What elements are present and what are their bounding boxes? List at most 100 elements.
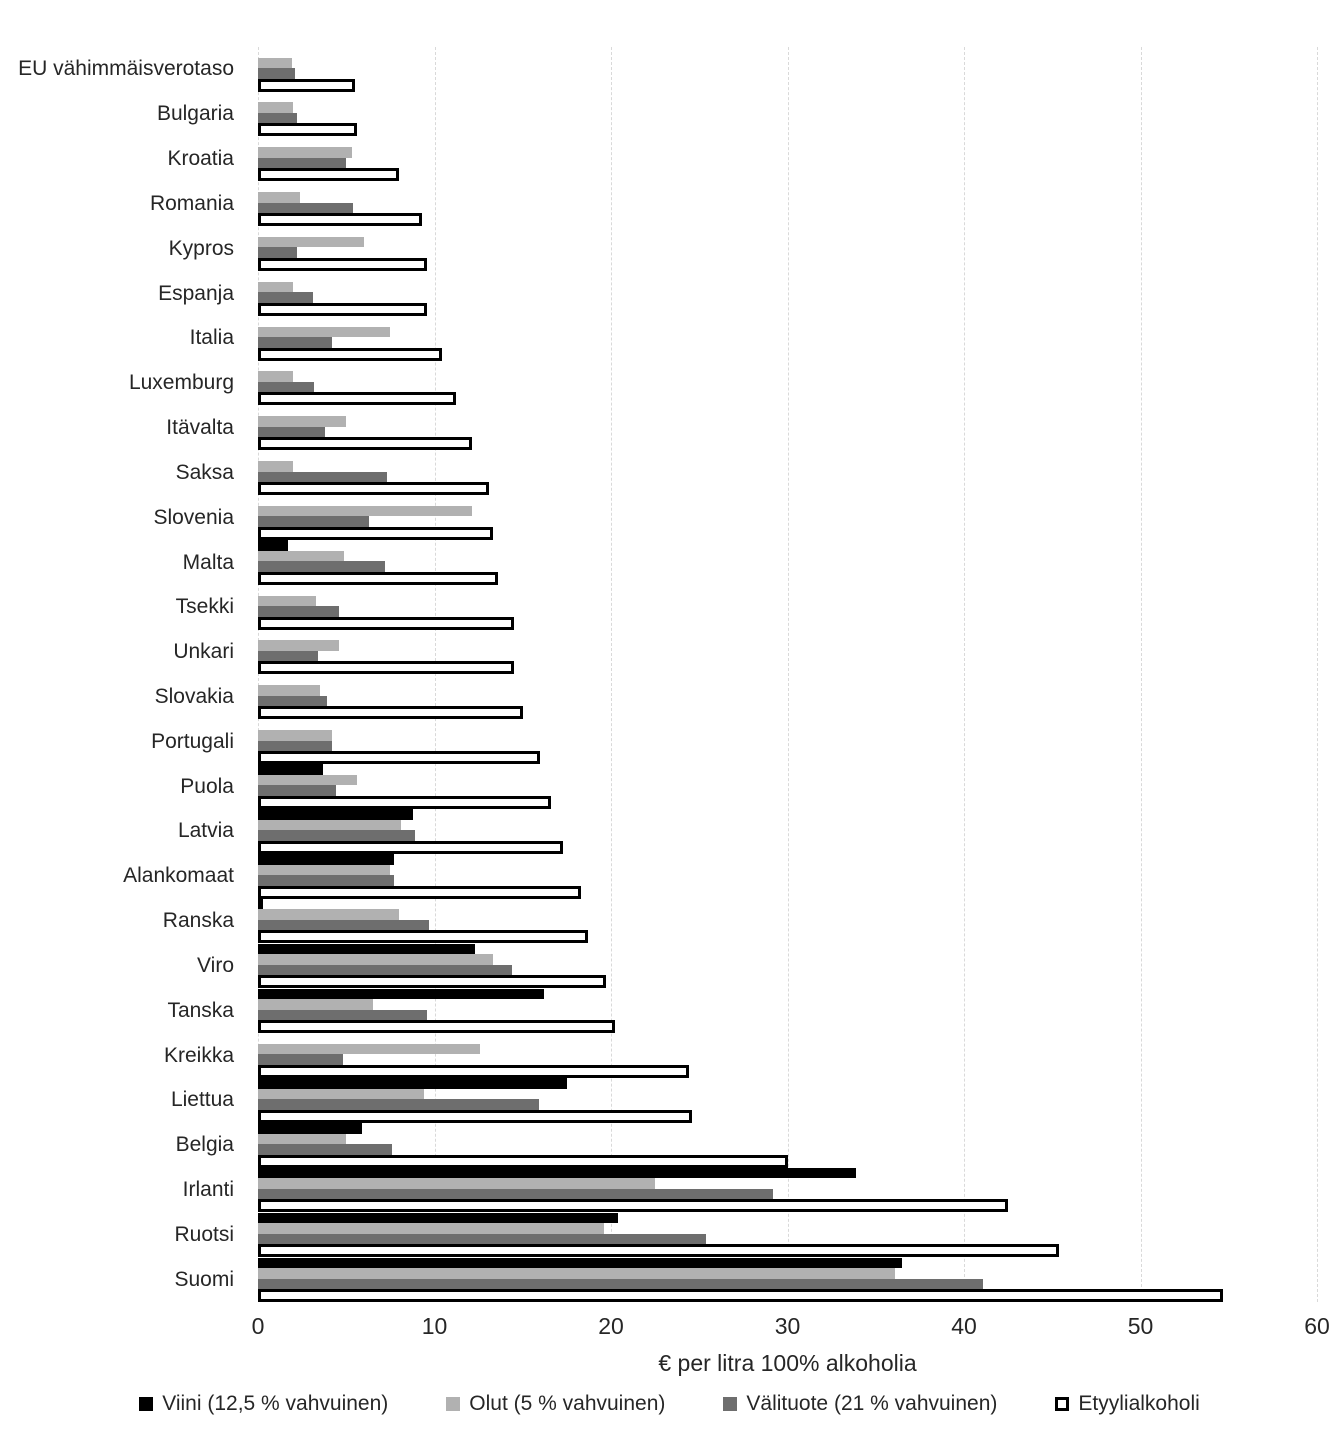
bar-group	[258, 1167, 1317, 1213]
bar	[258, 854, 394, 865]
legend-swatch	[1055, 1397, 1070, 1411]
legend-item: Olut (5 % vahvuinen)	[446, 1392, 665, 1416]
legend-label: Viini (12,5 % vahvuinen)	[162, 1392, 389, 1415]
x-tick-label: 60	[1304, 1313, 1330, 1339]
bar-group	[258, 495, 1317, 540]
legend-label: Etyylialkoholi	[1078, 1392, 1200, 1415]
bar	[258, 1167, 857, 1179]
bar	[258, 326, 391, 338]
bar	[258, 437, 472, 451]
bar-group	[258, 540, 1317, 585]
bar-group	[258, 1078, 1317, 1123]
bar	[258, 292, 313, 303]
bar	[258, 640, 340, 651]
bar	[258, 1064, 689, 1078]
category-label: Ranska	[162, 909, 234, 933]
legend-item: Etyylialkoholi	[1055, 1392, 1200, 1416]
bar	[258, 1144, 393, 1155]
bar	[258, 685, 320, 696]
bar	[258, 595, 317, 607]
bar	[258, 482, 490, 496]
bar	[258, 875, 394, 886]
bar	[258, 112, 297, 124]
gridline-0	[258, 47, 259, 1302]
category-label: Liettua	[170, 1088, 234, 1112]
bar	[258, 1123, 363, 1134]
bar	[258, 650, 318, 662]
gridline-50	[1140, 47, 1142, 1302]
bar	[258, 571, 499, 585]
bar	[258, 461, 294, 472]
bar	[258, 785, 336, 796]
bar-group	[258, 181, 1317, 227]
bar	[258, 1257, 903, 1269]
x-tick-label: 40	[951, 1313, 977, 1339]
bar	[258, 975, 606, 989]
legend-label: Välituote (21 % vahvuinen)	[746, 1392, 998, 1415]
legend-label: Olut (5 % vahvuinen)	[469, 1392, 666, 1415]
bar	[258, 1244, 1060, 1258]
category-label: Kreikka	[163, 1043, 234, 1067]
bar	[258, 706, 523, 720]
category-label: Saksa	[175, 460, 234, 484]
bar-group	[258, 1123, 1317, 1168]
legend-swatch	[723, 1397, 738, 1411]
bar	[258, 819, 401, 831]
bar	[258, 1278, 984, 1290]
bar	[258, 830, 416, 841]
bar	[258, 157, 347, 169]
bar-group	[258, 361, 1317, 406]
bar	[258, 347, 442, 361]
bar	[258, 740, 333, 752]
bar-group	[258, 226, 1317, 271]
bar-group	[258, 675, 1317, 720]
category-label: Suomi	[174, 1267, 234, 1291]
x-axis-title: € per litra 100% alkoholia	[658, 1350, 917, 1376]
category-label: Puola	[180, 774, 234, 798]
bar	[258, 416, 347, 427]
bar	[258, 898, 264, 910]
bar	[258, 943, 476, 955]
bar-group	[258, 719, 1317, 765]
bar	[258, 202, 354, 214]
gridline-60	[1317, 47, 1318, 1302]
bar	[258, 606, 340, 617]
bar-group	[258, 406, 1317, 451]
bar	[258, 1109, 693, 1123]
bar	[258, 1199, 1009, 1213]
category-label: Alankomaat	[123, 864, 234, 888]
category-axis-labels: EU vähimmäisverotaso Bulgaria Kroatia Roman…	[0, 47, 246, 1302]
gridline-10	[434, 47, 436, 1302]
category-label: Slovenia	[153, 505, 234, 529]
legend-item: Viini (12,5 % vahvuinen)	[139, 1392, 388, 1416]
category-label: EU vähimmäisverotaso	[18, 57, 234, 81]
category-label: Belgia	[175, 1133, 234, 1157]
category-label: Romania	[149, 191, 234, 215]
bar	[258, 281, 294, 293]
bar	[258, 68, 296, 79]
bar	[258, 540, 288, 551]
category-label: Italia	[189, 326, 234, 350]
bar	[258, 988, 544, 1000]
legend-swatch	[139, 1397, 154, 1411]
bar	[258, 1043, 481, 1055]
category-label: Viro	[197, 953, 234, 977]
category-label: Unkari	[173, 640, 234, 664]
bar-rows	[258, 47, 1317, 1303]
bar	[258, 751, 541, 765]
bar	[258, 1054, 343, 1065]
bar-group	[258, 630, 1317, 675]
bar	[258, 695, 327, 707]
bar-group	[258, 988, 1317, 1034]
bar	[258, 909, 400, 920]
bar	[258, 885, 581, 899]
bar	[258, 764, 324, 775]
bar	[258, 561, 386, 572]
bar	[258, 919, 430, 931]
category-label: Espanja	[158, 281, 234, 305]
bar	[258, 1188, 774, 1200]
bar-group	[258, 271, 1317, 316]
x-tick-label: 20	[598, 1313, 624, 1339]
bar	[258, 371, 294, 382]
